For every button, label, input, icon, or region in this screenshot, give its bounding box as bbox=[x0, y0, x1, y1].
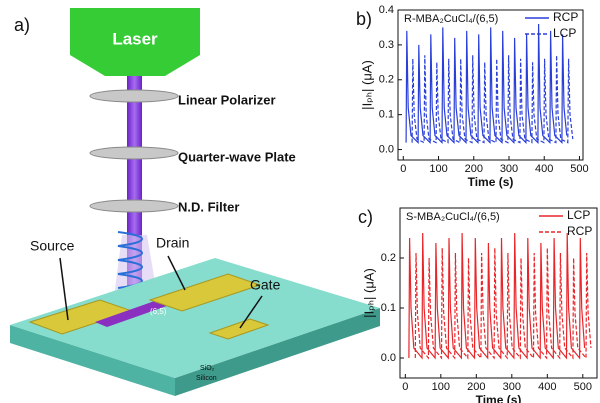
legend-label: LCP bbox=[553, 26, 576, 40]
plot-frame bbox=[399, 207, 598, 379]
y-axis-label: |Iₚₕ| (μA) bbox=[359, 60, 374, 110]
filter-label: N.D. Filter bbox=[178, 199, 239, 214]
drain-electrode bbox=[148, 273, 262, 312]
y-tick-label: 0.1 bbox=[381, 302, 396, 314]
leader bbox=[239, 295, 263, 329]
substrate-left bbox=[10, 325, 175, 396]
data-line bbox=[411, 55, 574, 144]
panel-label: c) bbox=[358, 207, 373, 227]
x-tick-label: 300 bbox=[503, 381, 521, 393]
filter-disc bbox=[89, 199, 179, 213]
legend-label: RCP bbox=[567, 224, 592, 238]
laser-label: Laser bbox=[112, 29, 158, 48]
polarization-spiral bbox=[117, 231, 143, 289]
y-tick-label: 0.1 bbox=[379, 109, 394, 121]
oxide-label: SiO₂ bbox=[200, 365, 215, 372]
x-tick-label: 500 bbox=[574, 381, 592, 393]
data-line bbox=[405, 23, 568, 145]
gate-label: Gate bbox=[250, 277, 281, 293]
x-tick-label: 400 bbox=[535, 163, 553, 175]
x-tick-label: 100 bbox=[432, 381, 450, 393]
x-tick-label: 0 bbox=[400, 163, 406, 175]
chart: b) RCP LCP R-MBA₂CuCl₄/(6,5) 0.0 0.1 0.2 0.3 0.4… bbox=[356, 4, 589, 189]
substrate-right bbox=[175, 308, 380, 396]
drain-label: Drain bbox=[156, 235, 189, 251]
plate-label: Quarter-wave Plate bbox=[178, 149, 296, 164]
y-tick-label: 0.0 bbox=[381, 352, 396, 364]
legend-label: RCP bbox=[553, 10, 578, 24]
leader bbox=[167, 255, 186, 291]
x-tick-label: 200 bbox=[465, 163, 483, 175]
panel-label: a) bbox=[14, 15, 30, 35]
y-tick-label: 0.2 bbox=[379, 74, 394, 86]
y-axis-label: |Iₚₕ| (μA) bbox=[361, 268, 376, 318]
leader bbox=[59, 257, 69, 321]
panel-label: b) bbox=[356, 9, 372, 29]
data-line bbox=[414, 247, 592, 360]
annotation: S-MBA₂CuCl₄/(6,5) bbox=[406, 211, 500, 223]
x-tick-label: 500 bbox=[570, 163, 588, 175]
x-axis-label: Time (s) bbox=[476, 393, 522, 403]
y-tick-label: 0.2 bbox=[381, 252, 396, 264]
legend-label: LCP bbox=[567, 208, 590, 222]
substrate-top bbox=[10, 258, 380, 378]
x-tick-label: 0 bbox=[402, 381, 408, 393]
plate-disc bbox=[89, 146, 179, 160]
laser-box bbox=[70, 8, 200, 76]
data-line bbox=[408, 232, 586, 360]
x-tick-label: 300 bbox=[500, 163, 518, 175]
gate-electrode bbox=[208, 318, 270, 340]
y-tick-label: 0.3 bbox=[379, 39, 394, 51]
plot-frame bbox=[397, 9, 584, 161]
y-tick-label: 0.4 bbox=[379, 4, 394, 16]
annotation: R-MBA₂CuCl₄/(6,5) bbox=[404, 13, 498, 25]
diagram: a) Laser Linear Polarizer Quarter-wave P… bbox=[10, 8, 380, 396]
source-label: Source bbox=[30, 238, 75, 254]
x-tick-label: 200 bbox=[467, 381, 485, 393]
tube-label: (6,5) bbox=[150, 307, 167, 316]
chart: c) LCP RCP S-MBA₂CuCl₄/(6,5) 0.0 0.1 0.2 0 100 20… bbox=[358, 207, 598, 403]
x-tick-label: 400 bbox=[538, 381, 556, 393]
x-axis-label: Time (s) bbox=[468, 175, 514, 189]
polarizer-label: Linear Polarizer bbox=[178, 92, 276, 107]
silicon-label: Silicon bbox=[196, 375, 217, 382]
y-tick-label: 0.0 bbox=[379, 143, 394, 155]
polarizer-disc bbox=[89, 89, 179, 103]
x-tick-label: 100 bbox=[429, 163, 447, 175]
